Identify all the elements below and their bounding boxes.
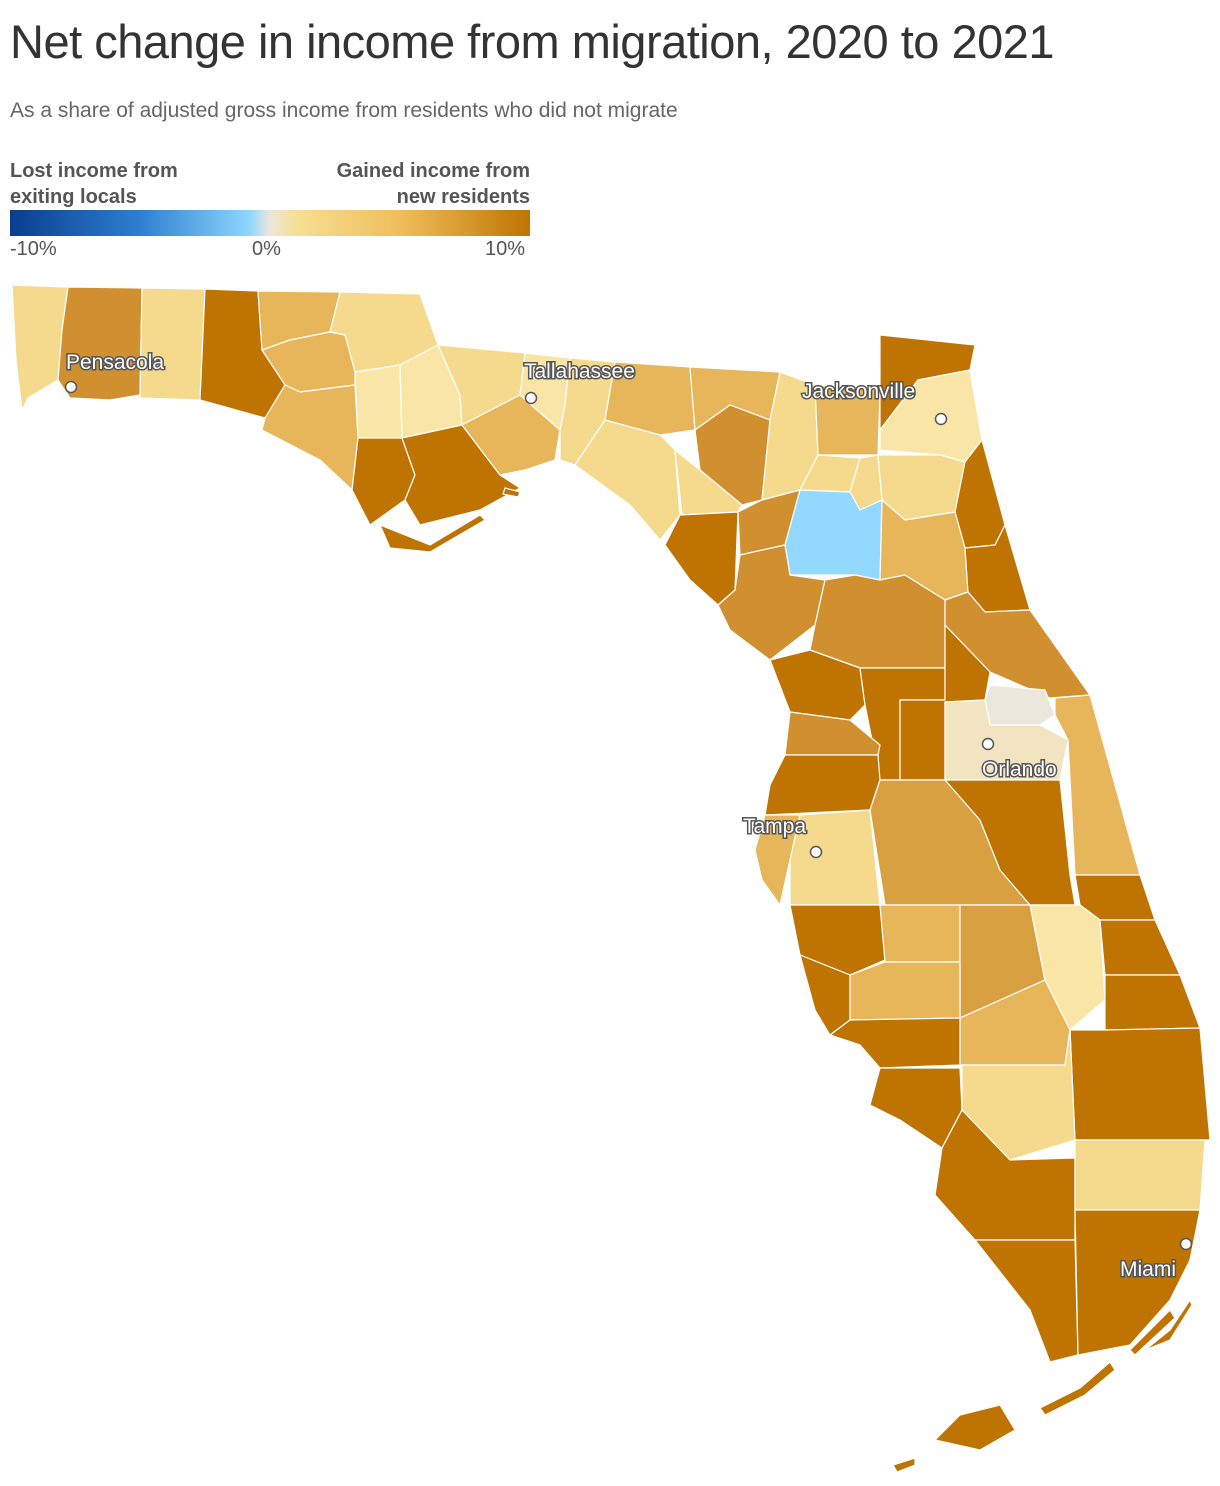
county-marion [809, 574, 946, 669]
pensacola-marker [64, 380, 78, 394]
chart-subtitle: As a share of adjusted gross income from… [10, 99, 678, 122]
county-taylor [574, 419, 681, 541]
county-charlotte [829, 1017, 961, 1069]
jacksonville-marker [934, 412, 948, 426]
county-madison [604, 361, 696, 436]
legend-right-line2: new residents [396, 186, 530, 208]
county-escambia-area [11, 284, 69, 411]
legend-tick-max: 10% [485, 238, 526, 260]
legend-tick-min: -10% [10, 238, 57, 260]
county-broward [1074, 1139, 1206, 1211]
county-bay [261, 384, 359, 491]
city-label-tallahassee: Tallahassee [524, 360, 635, 383]
county-levy [717, 544, 826, 661]
county-dixie [664, 511, 739, 606]
county-calhoun [354, 364, 403, 439]
county-gulf [351, 437, 416, 526]
city-label-miami: Miami [1120, 1258, 1176, 1281]
county-okaloosa [139, 287, 206, 401]
florida-keys [892, 1299, 1193, 1473]
county-manatee [789, 904, 886, 976]
panhandle-islands [379, 487, 521, 553]
city-label-pensacola: Pensacola [66, 351, 164, 374]
county-seminole [984, 684, 1056, 726]
city-label-tampa: Tampa [743, 815, 806, 838]
county-hernando [784, 711, 881, 756]
orlando-marker [981, 737, 995, 751]
city-label-jacksonville: Jacksonville [802, 380, 915, 403]
legend-left-line2: exiting locals [10, 186, 137, 208]
tallahassee-marker [524, 391, 538, 405]
florida-county-map: Pensacola Tallahassee Jacksonville Orlan… [11, 284, 1211, 1473]
legend-color-bar [10, 210, 530, 236]
miami-marker [1179, 1237, 1193, 1251]
chart-title: Net change in income from migration, 202… [10, 15, 1055, 68]
county-desoto [849, 961, 961, 1021]
county-hardee [879, 904, 961, 963]
county-pasco [764, 754, 881, 816]
county-palm-beach [1069, 1027, 1211, 1141]
legend-left-line1: Lost income from [10, 160, 178, 182]
legend-left-label: Lost income from exiting locals [10, 158, 250, 210]
legend-right-label: Gained income from new residents [290, 158, 530, 210]
legend-right-line1: Gained income from [336, 160, 530, 182]
county-miami-dade [1074, 1209, 1201, 1356]
tampa-marker [809, 845, 823, 859]
county-martin [1104, 974, 1201, 1031]
county-monroe-mainland [974, 1239, 1079, 1363]
county-st-lucie [1099, 919, 1181, 976]
legend-tick-zero: 0% [252, 238, 281, 260]
county-lafayette [674, 449, 743, 516]
city-label-orlando: Orlando [982, 758, 1057, 781]
